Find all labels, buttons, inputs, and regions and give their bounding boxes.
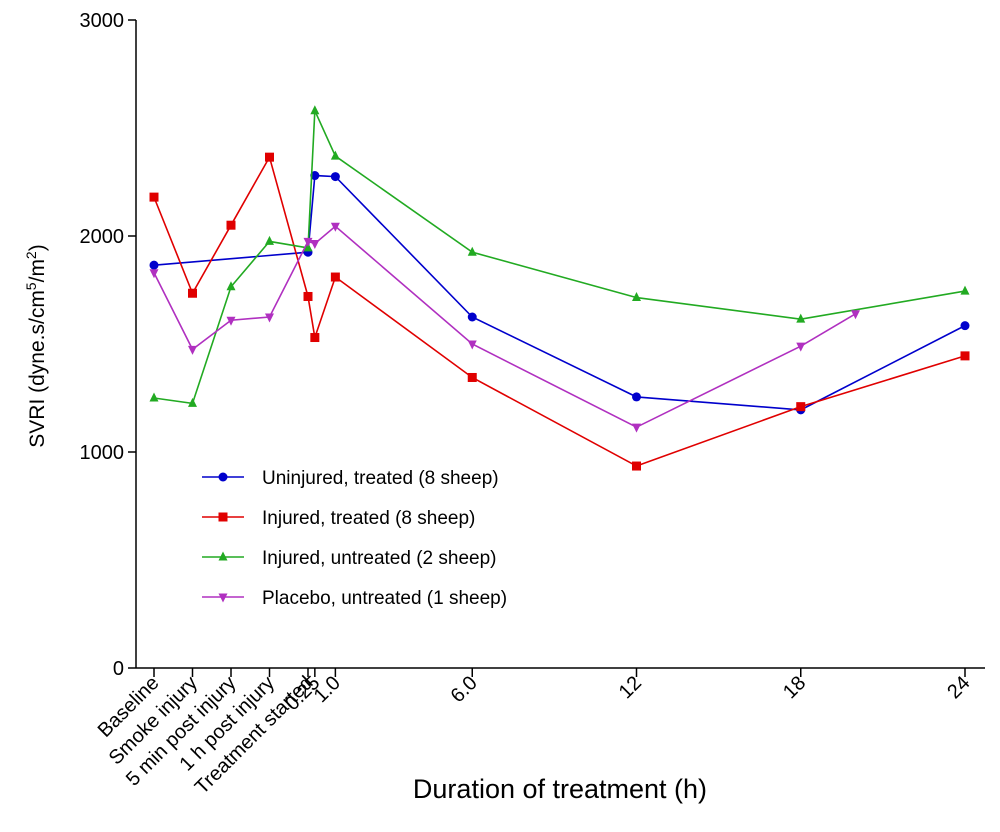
legend-entry: Injured, untreated (2 sheep)	[202, 548, 497, 569]
data-point	[265, 152, 274, 162]
legend-entry: Injured, treated (8 sheep)	[202, 508, 475, 529]
data-point	[265, 235, 274, 245]
data-point	[467, 246, 477, 256]
data-point	[632, 392, 641, 402]
data-point	[149, 260, 159, 270]
data-point	[467, 340, 477, 350]
series-3	[149, 105, 970, 407]
data-point	[851, 310, 860, 320]
data-point	[149, 269, 159, 279]
data-point	[310, 240, 320, 250]
data-point	[226, 316, 236, 326]
data-point	[265, 313, 274, 323]
series-4	[149, 222, 860, 433]
legend: Uninjured, treated (8 sheep) Injured, tre…	[202, 468, 507, 609]
data-point	[796, 313, 806, 323]
legend-marker	[218, 472, 228, 482]
data-point	[188, 345, 197, 355]
data-point	[467, 372, 477, 382]
data-point	[149, 192, 159, 202]
data-point	[632, 292, 641, 302]
x-tick-label: 1.0	[310, 672, 345, 707]
legend-marker	[218, 593, 228, 603]
y-axis-title: SVRI (dyne.s/cm5/m2)	[23, 244, 49, 447]
series-line	[153, 174, 966, 411]
x-tick-label: 24	[943, 672, 974, 703]
legend-label: Injured, treated (8 sheep)	[262, 508, 475, 529]
data-point	[303, 291, 313, 301]
plot-area	[149, 105, 970, 471]
data-point	[310, 171, 320, 181]
y-tick-label: 0	[113, 658, 124, 680]
series-1	[149, 171, 970, 415]
x-axis-title: Duration of treatment (h)	[413, 774, 707, 804]
data-point	[330, 222, 340, 232]
legend-label: Uninjured, treated (8 sheep)	[262, 468, 499, 489]
legend-marker	[218, 551, 228, 561]
data-point	[149, 392, 159, 402]
y-tick-label: 2000	[80, 226, 125, 248]
x-tick-label: 18	[779, 672, 810, 703]
y-tick-label: 1000	[80, 442, 125, 464]
data-point	[960, 351, 970, 361]
y-tick-label: 3000	[80, 10, 125, 32]
data-point	[632, 461, 641, 471]
x-tick-label: 12	[615, 672, 646, 703]
series-2	[149, 152, 970, 471]
legend-entry: Placebo, untreated (1 sheep)	[202, 588, 507, 609]
data-point	[303, 237, 313, 247]
data-point	[188, 397, 197, 407]
legend-marker	[218, 512, 228, 522]
data-point	[188, 288, 197, 298]
data-point	[960, 321, 970, 331]
legend-label: Placebo, untreated (1 sheep)	[262, 588, 507, 609]
data-point	[310, 105, 320, 115]
legend-entry: Uninjured, treated (8 sheep)	[202, 468, 499, 489]
data-point	[226, 220, 236, 230]
data-point	[330, 172, 340, 182]
data-point	[632, 423, 641, 433]
legend-label: Injured, untreated (2 sheep)	[262, 548, 497, 569]
data-point	[796, 402, 806, 412]
data-point	[467, 312, 477, 322]
data-point	[226, 281, 236, 291]
x-tick-label: 6.0	[447, 672, 482, 707]
data-point	[330, 150, 340, 160]
data-point	[796, 342, 806, 352]
data-point	[310, 333, 320, 343]
data-point	[330, 272, 340, 282]
data-point	[960, 285, 970, 295]
